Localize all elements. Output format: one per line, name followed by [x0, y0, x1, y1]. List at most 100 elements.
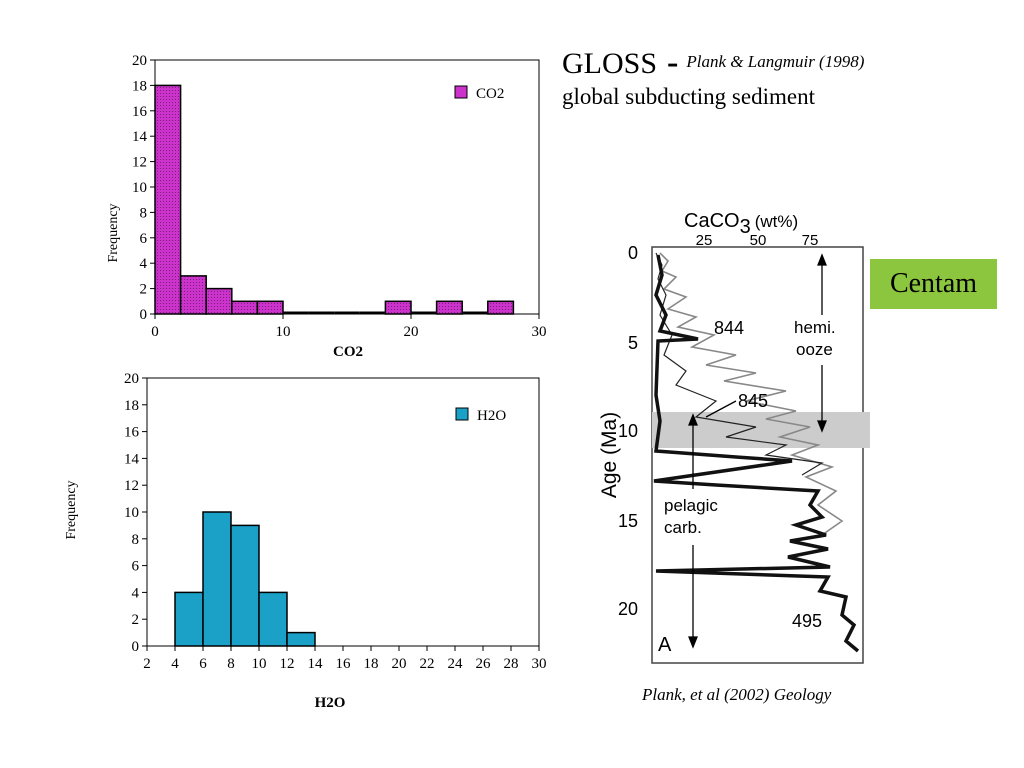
h2o-bar	[286, 631, 316, 647]
core-y-axis-title: Age (Ma)	[598, 412, 621, 498]
co2-axes: 0 2 4 6 8 10 12 14 16 18 20 0 10 20 30	[132, 53, 547, 340]
co2-legend-swatch	[454, 85, 468, 99]
zone-label-ooze: ooze	[796, 340, 833, 359]
gloss-reference: Plank & Langmuir (1998)	[686, 52, 865, 71]
site-label-845: 845	[738, 391, 768, 411]
h2o-bar	[258, 591, 288, 647]
co2-x-tick-label: 30	[532, 324, 547, 340]
h2o-bar	[202, 511, 232, 647]
co2-bar	[205, 287, 233, 315]
h2o-bar	[174, 591, 204, 647]
h2o-legend-swatch	[455, 407, 469, 421]
h2o-x-axis-label: H2O	[315, 695, 346, 711]
core-y-tick: 0	[628, 243, 638, 263]
co2-bars	[154, 84, 515, 315]
co2-y-axis-label: Frequency	[106, 203, 121, 262]
zone-label-hemi: hemi.	[794, 318, 836, 337]
h2o-y-tick-label: 4	[132, 585, 140, 601]
gloss-subtitle: global subducting sediment	[562, 84, 815, 109]
h2o-legend-label: H2O	[477, 408, 506, 424]
gloss-title: GLOSS	[562, 47, 658, 80]
h2o-y-tick-label: 2	[132, 612, 140, 628]
core-plot-frame	[651, 246, 864, 664]
co2-bar	[435, 300, 463, 315]
site-845-record	[655, 252, 824, 476]
core-figure-caption: Plank, et al (2002) Geology	[642, 685, 832, 704]
h2o-y-tick-label: 12	[124, 478, 139, 494]
h2o-y-tick-label: 18	[124, 398, 139, 414]
h2o-y-tick-label: 8	[132, 532, 140, 548]
core-y-tick: 10	[618, 421, 638, 441]
h2o-y-tick-label: 0	[132, 639, 140, 655]
h2o-x-tick-label: 30	[532, 656, 547, 672]
zone-label-carb: carb.	[664, 518, 702, 537]
zone-label-pelagic: pelagic	[664, 496, 718, 515]
co2-y-tick-label: 4	[140, 256, 148, 272]
co2-y-tick-label: 8	[140, 205, 148, 221]
h2o-x-tick-label: 24	[448, 656, 464, 672]
arrowhead	[817, 420, 827, 433]
h2o-x-tick-label: 16	[336, 656, 352, 672]
h2o-x-tick-label: 4	[171, 656, 179, 672]
co2-x-tick-label: 0	[151, 324, 159, 340]
core-x-ticks: 25 50 75	[696, 232, 819, 249]
h2o-x-tick-label: 6	[199, 656, 207, 672]
co2-bar	[384, 300, 412, 315]
h2o-y-tick-label: 6	[132, 559, 140, 575]
co2-x-axis-label: CO2	[333, 344, 363, 360]
h2o-x-tick-label: 28	[504, 656, 519, 672]
co2-bar	[179, 275, 207, 315]
h2o-y-axis-label: Frequency	[64, 480, 79, 539]
core-x-tick: 25	[696, 232, 713, 249]
panel-letter: A	[658, 634, 672, 656]
arrowhead	[688, 413, 698, 426]
h2o-x-tick-label: 10	[252, 656, 267, 672]
arrowhead	[817, 253, 827, 266]
co2-y-tick-label: 6	[140, 231, 148, 247]
co2-bar	[256, 300, 284, 315]
h2o-x-tick-label: 14	[308, 656, 324, 672]
co2-histogram: 0 2 4 6 8 10 12 14 16 18 20 0 10 20 30 Frequency CO2 C…	[106, 53, 547, 360]
h2o-x-tick-label: 8	[227, 656, 235, 672]
zone-arrows	[688, 253, 827, 649]
h2o-x-tick-label: 2	[143, 656, 151, 672]
title-block: GLOSS - Plank & Langmuir (1998) global sub…	[562, 44, 864, 110]
h2o-x-tick-label: 18	[364, 656, 379, 672]
h2o-x-tick-label: 26	[476, 656, 492, 672]
co2-bar	[231, 300, 259, 315]
title-dash: -	[667, 44, 679, 81]
core-x-tick: 75	[802, 232, 819, 249]
h2o-y-tick-label: 16	[124, 425, 140, 441]
site-495-record	[653, 254, 860, 653]
h2o-x-tick-label: 22	[420, 656, 435, 672]
co2-legend-label: CO2	[476, 86, 504, 102]
arrowhead	[688, 636, 698, 649]
co2-y-tick-label: 18	[132, 78, 147, 94]
centam-badge: Centam	[870, 259, 997, 309]
co2-bar	[487, 300, 515, 315]
co2-y-tick-label: 12	[132, 155, 147, 171]
co2-x-tick-label: 10	[276, 324, 291, 340]
h2o-y-tick-label: 10	[124, 505, 139, 521]
co2-bar	[154, 84, 182, 315]
co2-x-tick-label: 20	[404, 324, 419, 340]
site-845-leader	[705, 400, 737, 418]
site-844-record	[659, 252, 844, 536]
h2o-x-tick-label: 20	[392, 656, 407, 672]
co2-y-tick-label: 14	[132, 129, 148, 145]
core-y-tick: 5	[628, 333, 638, 353]
h2o-x-tick-label: 12	[280, 656, 295, 672]
core-y-ticks: 0 5 10 15 20	[618, 243, 638, 619]
core-y-tick: 20	[618, 599, 638, 619]
core-x-tick: 50	[750, 232, 767, 249]
co2-y-tick-label: 2	[140, 282, 148, 298]
co2-y-tick-label: 20	[132, 53, 147, 69]
h2o-y-tick-label: 14	[124, 451, 140, 467]
site-label-844: 844	[714, 318, 744, 338]
core-x-axis-title: CaCO3 (wt%)	[684, 210, 798, 238]
co2-y-tick-label: 16	[132, 104, 148, 120]
hemipelagic-boundary-band	[652, 412, 870, 448]
core-y-tick: 15	[618, 511, 638, 531]
